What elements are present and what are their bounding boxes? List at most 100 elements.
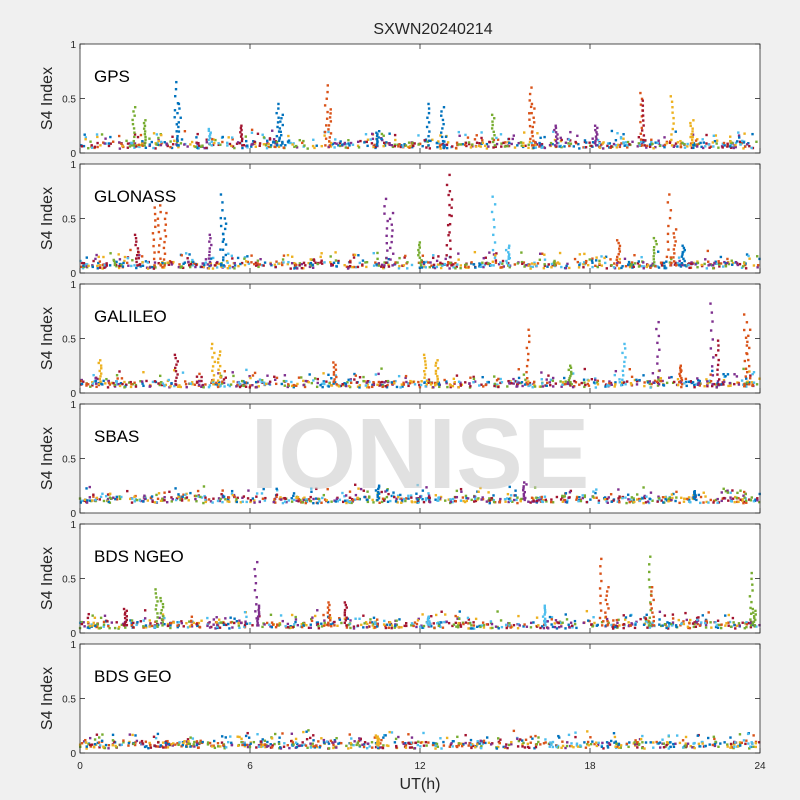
noise-point bbox=[751, 372, 754, 376]
noise-point bbox=[694, 139, 698, 142]
noise-point bbox=[633, 500, 636, 504]
noise-point bbox=[372, 616, 376, 620]
noise-point bbox=[702, 501, 705, 504]
noise-point bbox=[392, 491, 395, 494]
noise-point bbox=[488, 497, 491, 500]
noise-point bbox=[477, 490, 480, 493]
noise-point bbox=[98, 260, 102, 263]
noise-point bbox=[404, 144, 408, 147]
noise-point bbox=[464, 381, 467, 384]
noise-point bbox=[709, 380, 713, 383]
noise-point bbox=[529, 626, 533, 629]
noise-point bbox=[317, 497, 321, 501]
noise-point bbox=[253, 140, 256, 144]
data-point bbox=[424, 366, 428, 370]
data-point bbox=[152, 238, 156, 241]
noise-point bbox=[680, 496, 683, 500]
noise-point bbox=[491, 626, 494, 630]
data-point bbox=[218, 354, 222, 357]
noise-point bbox=[618, 378, 621, 381]
noise-point bbox=[226, 498, 230, 501]
noise-point bbox=[365, 498, 369, 501]
data-point bbox=[450, 214, 453, 218]
noise-point bbox=[88, 626, 91, 630]
noise-point bbox=[578, 262, 582, 265]
noise-point bbox=[648, 626, 652, 629]
noise-point bbox=[465, 499, 469, 503]
noise-point bbox=[241, 496, 244, 499]
noise-point bbox=[615, 146, 619, 149]
noise-point bbox=[715, 139, 719, 142]
noise-point bbox=[82, 621, 85, 624]
noise-point bbox=[606, 744, 609, 748]
noise-point bbox=[517, 381, 520, 384]
noise-point bbox=[384, 380, 388, 383]
noise-point bbox=[273, 742, 276, 746]
noise-point bbox=[277, 740, 281, 744]
noise-point bbox=[676, 145, 679, 148]
noise-point bbox=[456, 263, 459, 266]
noise-point bbox=[354, 374, 358, 377]
noise-point bbox=[188, 265, 192, 269]
noise-point bbox=[437, 140, 440, 143]
y-tick-label: 0 bbox=[70, 389, 76, 400]
noise-point bbox=[315, 745, 319, 749]
noise-point bbox=[148, 619, 152, 622]
noise-point bbox=[257, 743, 261, 747]
data-point bbox=[616, 255, 619, 259]
noise-point bbox=[84, 136, 88, 139]
noise-point bbox=[165, 143, 168, 146]
noise-point bbox=[685, 384, 688, 388]
noise-point bbox=[739, 143, 742, 146]
noise-point bbox=[667, 500, 670, 503]
noise-point bbox=[226, 500, 229, 503]
noise-point bbox=[219, 745, 222, 748]
noise-point bbox=[292, 383, 296, 387]
noise-point bbox=[607, 496, 610, 499]
noise-point bbox=[697, 742, 701, 746]
noise-point bbox=[166, 144, 169, 148]
noise-point bbox=[146, 267, 150, 270]
noise-point bbox=[582, 266, 585, 269]
noise-point bbox=[695, 145, 699, 148]
noise-point bbox=[186, 738, 190, 741]
noise-point bbox=[401, 741, 404, 744]
plot-area bbox=[80, 164, 760, 273]
noise-point bbox=[510, 625, 514, 629]
noise-point bbox=[617, 743, 621, 746]
noise-point bbox=[463, 500, 467, 504]
noise-point bbox=[516, 385, 519, 388]
noise-point bbox=[404, 374, 408, 378]
data-point bbox=[427, 615, 430, 618]
noise-point bbox=[745, 625, 748, 629]
data-point bbox=[606, 619, 609, 623]
noise-point bbox=[426, 140, 429, 143]
noise-point bbox=[733, 382, 736, 386]
noise-point bbox=[364, 384, 368, 387]
noise-point bbox=[606, 142, 610, 145]
noise-point bbox=[714, 260, 717, 263]
noise-point bbox=[283, 500, 287, 503]
noise-point bbox=[148, 384, 152, 388]
noise-point bbox=[225, 746, 228, 749]
noise-point bbox=[280, 382, 283, 386]
data-point bbox=[323, 104, 327, 107]
data-point bbox=[151, 232, 155, 235]
noise-point bbox=[300, 625, 304, 629]
noise-point bbox=[387, 257, 390, 261]
noise-point bbox=[680, 622, 684, 625]
noise-point bbox=[274, 378, 277, 382]
data-point bbox=[345, 616, 348, 619]
data-point bbox=[528, 124, 532, 128]
noise-point bbox=[496, 625, 499, 629]
noise-point bbox=[622, 381, 626, 384]
noise-point bbox=[687, 380, 691, 384]
noise-point bbox=[422, 500, 426, 504]
noise-point bbox=[667, 497, 670, 501]
noise-point bbox=[142, 384, 145, 388]
noise-point bbox=[183, 143, 186, 146]
noise-point bbox=[343, 141, 347, 145]
noise-point bbox=[550, 266, 553, 269]
data-point bbox=[441, 127, 444, 130]
spike bbox=[375, 130, 381, 147]
